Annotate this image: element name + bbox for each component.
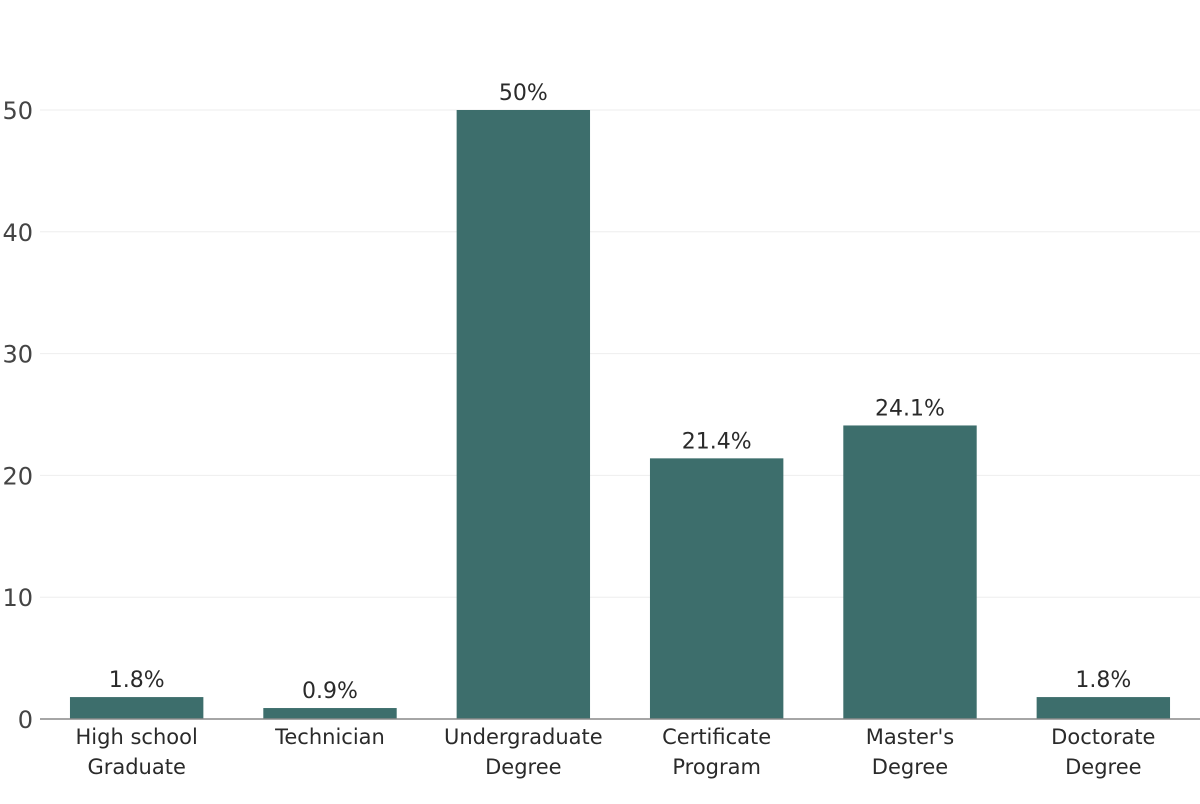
- bar-value-label: 21.4%: [682, 429, 752, 454]
- bar: [263, 708, 397, 719]
- bar: [456, 110, 591, 719]
- bar-value-label: 1.8%: [1075, 668, 1131, 693]
- bar-value-label: 0.9%: [302, 679, 358, 704]
- bar: [1036, 697, 1171, 719]
- bar-value-label: 1.8%: [109, 668, 165, 693]
- bar: [69, 697, 204, 719]
- x-tick-label: Graduate: [87, 755, 185, 779]
- x-tick-label: Technician: [274, 725, 385, 749]
- x-tick-label: Undergraduate: [444, 725, 603, 749]
- x-tick-label: Master's: [866, 725, 954, 749]
- y-tick-label: 0: [18, 706, 33, 734]
- bars: [69, 110, 1171, 719]
- x-tick-label: Degree: [485, 755, 561, 779]
- x-tick-label: Degree: [1065, 755, 1141, 779]
- y-tick-label: 50: [2, 97, 33, 125]
- y-tick-label: 30: [2, 341, 33, 369]
- x-tick-label: Certificate: [662, 725, 771, 749]
- x-tick-label: Doctorate: [1051, 725, 1155, 749]
- gridlines: [40, 109, 1200, 598]
- y-tick-label: 20: [2, 462, 33, 490]
- bar: [843, 425, 977, 719]
- x-tick-label: High school: [76, 725, 198, 749]
- data-labels: 1.8% 0.9% 50% 21.4% 24.1% 1.8%: [109, 81, 1132, 704]
- x-axis-ticks: High school Graduate Technician Undergradua…: [76, 725, 1156, 779]
- y-tick-label: 40: [2, 219, 33, 247]
- x-tick-label: Degree: [872, 755, 948, 779]
- y-axis-ticks: 0 10 20 30 40 50: [2, 97, 33, 734]
- x-tick-label: Program: [672, 755, 761, 779]
- bar-value-label: 24.1%: [875, 396, 945, 421]
- y-tick-label: 10: [2, 584, 33, 612]
- bar-value-label: 50%: [499, 81, 548, 106]
- bar: [649, 458, 784, 719]
